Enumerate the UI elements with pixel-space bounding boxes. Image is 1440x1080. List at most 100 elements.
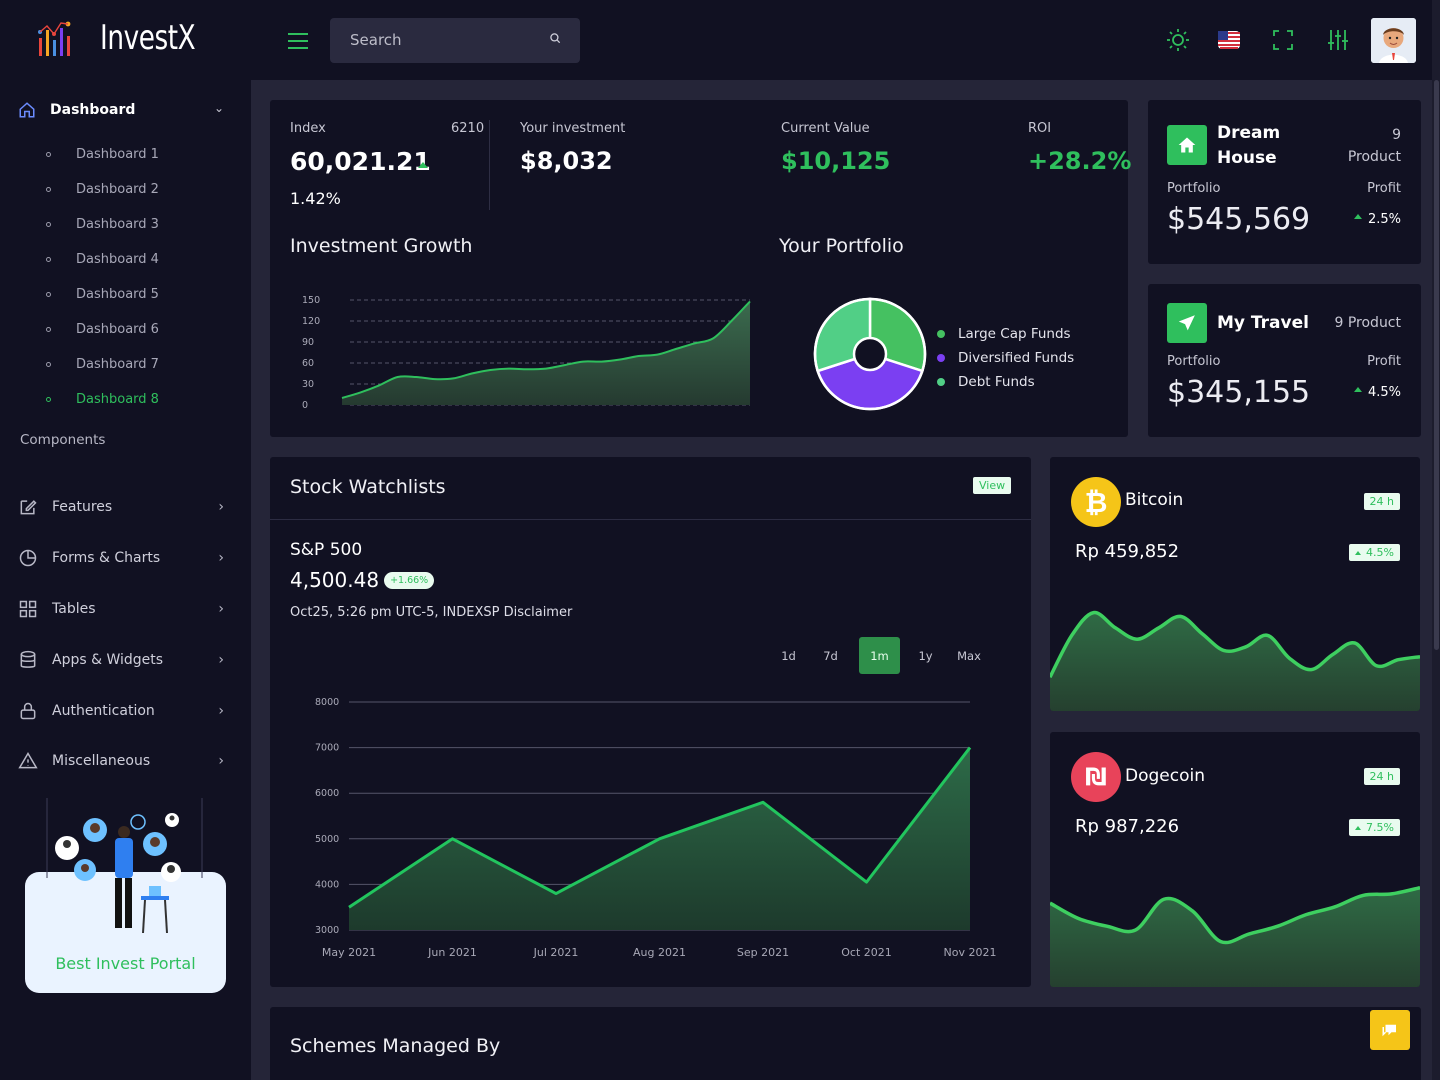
investment-growth-chart: 0 30 60 90 120 150 xyxy=(302,295,751,411)
sidebar-item-features[interactable]: Features › xyxy=(18,482,228,533)
chevron-right-icon: › xyxy=(218,753,224,770)
sun-icon[interactable] xyxy=(1166,28,1190,52)
avatar-icon xyxy=(1371,18,1416,63)
topbar xyxy=(251,0,1440,80)
sidebar-subitem-dashboard-2[interactable]: Dashboard 2 xyxy=(46,172,159,207)
legend-item: Diversified Funds xyxy=(937,346,1074,370)
sparkline-line xyxy=(1050,610,1420,679)
y-tick-label: 150 xyxy=(302,295,320,306)
fullscreen-icon[interactable] xyxy=(1271,28,1295,52)
x-tick-label: Jul 2021 xyxy=(533,946,579,959)
warning-icon xyxy=(18,752,38,769)
growth-area xyxy=(342,301,750,405)
coin-name: Dogecoin xyxy=(1125,766,1205,786)
card-title-line: Dream xyxy=(1217,123,1281,143)
growth-line xyxy=(341,300,751,399)
divider xyxy=(489,120,490,210)
bullet-icon xyxy=(46,257,51,262)
stock-meta: Oct25, 5:26 pm UTC-5, INDEXSP Disclaimer xyxy=(290,605,573,620)
bullet-icon xyxy=(46,397,51,402)
sparkline-area xyxy=(1050,612,1420,711)
coin-change-badge: 4.5% xyxy=(1349,544,1400,561)
user-avatar[interactable] xyxy=(1371,18,1416,63)
sidebar-item-forms-charts[interactable]: Forms & Charts › xyxy=(18,533,228,584)
dream-house-card[interactable]: Dream House 9 Product Portfolio Profit $… xyxy=(1148,100,1421,264)
sidebar-item-miscellaneous[interactable]: Miscellaneous › xyxy=(18,736,228,787)
sidebar-subitem-label: Dashboard 3 xyxy=(76,217,159,232)
legend-label: Debt Funds xyxy=(958,374,1035,390)
app-logo[interactable]: InvestX xyxy=(36,18,211,58)
logo-icon xyxy=(38,21,71,56)
sp500-chart: 3000 4000 5000 6000 7000 8000 May 2021 Jun 2021… xyxy=(315,697,996,959)
profit-value: 2.5% xyxy=(1353,212,1401,227)
sidebar-subitem-dashboard-5[interactable]: Dashboard 5 xyxy=(46,277,159,312)
investment-label: Your investment xyxy=(520,121,626,136)
range-1d-button[interactable]: 1d xyxy=(781,648,796,663)
sidebar-subitem-dashboard-7[interactable]: Dashboard 7 xyxy=(46,347,159,382)
y-tick-label: 0 xyxy=(302,400,308,411)
range-1m-button[interactable]: 1m xyxy=(859,637,900,674)
card-title-line: House xyxy=(1217,148,1277,168)
coin-change: 4.5% xyxy=(1366,546,1394,559)
x-tick-label: Aug 2021 xyxy=(633,946,686,959)
sidebar-subitem-dashboard-8[interactable]: Dashboard 8 xyxy=(46,382,159,417)
bullet-icon xyxy=(46,152,51,157)
chat-button[interactable] xyxy=(1370,1010,1410,1050)
sidebar-item-dashboard[interactable]: Dashboard ⌄ xyxy=(18,98,228,122)
stock-price-row: 4,500.48 +1.66% xyxy=(290,568,435,592)
search-icon[interactable] xyxy=(548,31,562,45)
promo-card[interactable]: Best Invest Portal xyxy=(25,872,226,993)
range-1y-button[interactable]: 1y xyxy=(918,648,933,663)
sidebar-item-apps-widgets[interactable]: Apps & Widgets › xyxy=(18,634,228,685)
legend-item: Large Cap Funds xyxy=(937,322,1074,346)
home-icon xyxy=(1167,125,1207,165)
search-box[interactable] xyxy=(330,18,580,63)
settings-sliders-icon[interactable] xyxy=(1326,28,1350,52)
bitcoin-card[interactable]: ₿ Bitcoin 24 h Rp 459,852 4.5% xyxy=(1050,457,1420,711)
legend-dot xyxy=(937,354,945,362)
sidebar-subitem-dashboard-4[interactable]: Dashboard 4 xyxy=(46,242,159,277)
sidebar-item-authentication[interactable]: Authentication › xyxy=(18,685,228,736)
legend-label: Diversified Funds xyxy=(958,350,1075,366)
y-tick-label: 7000 xyxy=(315,743,339,754)
index-change: 1.42% xyxy=(290,189,341,208)
sidebar-subitem-dashboard-6[interactable]: Dashboard 6 xyxy=(46,312,159,347)
range-max-button[interactable]: Max xyxy=(957,648,981,663)
product-count: 9 Product xyxy=(1348,124,1401,168)
period-badge[interactable]: 24 h xyxy=(1363,493,1400,510)
investment-overview-card: Index 6210 60,021.21 1.42% Your investme… xyxy=(270,100,1131,437)
x-tick-label: Sep 2021 xyxy=(737,946,789,959)
sidebar-subitem-label: Dashboard 8 xyxy=(76,392,159,407)
bullet-icon xyxy=(46,222,51,227)
sidebar-subitem-dashboard-3[interactable]: Dashboard 3 xyxy=(46,207,159,242)
sidebar-item-tables[interactable]: Tables › xyxy=(18,584,228,635)
x-tick-label: Oct 2021 xyxy=(841,946,892,959)
lock-icon xyxy=(20,702,36,719)
us-flag-icon[interactable] xyxy=(1217,28,1241,52)
chat-icon xyxy=(1382,1024,1396,1037)
range-7d-button[interactable]: 7d xyxy=(823,648,838,663)
menu-toggle-icon[interactable] xyxy=(288,33,308,54)
dogecoin-card[interactable]: ₪ Dogecoin 24 h Rp 987,226 7.5% xyxy=(1050,732,1420,987)
home-icon xyxy=(19,102,35,118)
y-tick-label: 3000 xyxy=(315,925,339,936)
divider xyxy=(270,519,1031,520)
y-tick-label: 90 xyxy=(302,337,314,348)
y-tick-label: 60 xyxy=(302,358,314,369)
stock-change-badge: +1.66% xyxy=(384,571,435,589)
portfolio-legend: Large Cap Funds Diversified Funds Debt F… xyxy=(937,322,1074,394)
my-travel-card[interactable]: My Travel 9 Product Portfolio Profit $34… xyxy=(1148,284,1421,437)
chevron-right-icon: › xyxy=(218,702,224,719)
trend-up-icon xyxy=(1355,550,1362,555)
coin-price: Rp 987,226 xyxy=(1075,816,1180,837)
legend-label: Large Cap Funds xyxy=(958,326,1071,342)
sidebar-subitem-dashboard-1[interactable]: Dashboard 1 xyxy=(46,137,159,172)
search-input[interactable] xyxy=(350,31,540,49)
pie-chart-icon xyxy=(19,549,37,567)
view-button[interactable]: View xyxy=(973,477,1012,494)
period-badge[interactable]: 24 h xyxy=(1363,768,1400,785)
edit-icon xyxy=(20,500,37,515)
dogecoin-icon: ₪ xyxy=(1071,752,1121,802)
page-scrollbar-thumb[interactable] xyxy=(1434,80,1439,650)
product-count-value: 9 xyxy=(1392,127,1401,143)
